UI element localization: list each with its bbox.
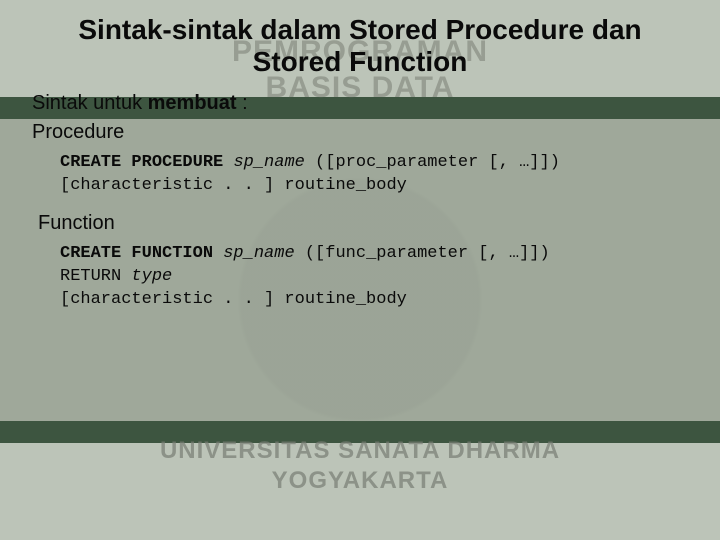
func-line3: [characteristic . . ] routine_body: [60, 290, 407, 309]
func-line2a: RETURN: [60, 267, 131, 286]
intro-suffix: :: [237, 92, 248, 114]
func-line2b: type: [131, 267, 172, 286]
proc-line2: [characteristic . . ] routine_body: [60, 176, 407, 195]
func-keyword: CREATE FUNCTION: [60, 244, 213, 263]
func-name: sp_name: [223, 244, 294, 263]
func-rest1: ([func_parameter [, …]]): [295, 244, 550, 263]
function-label: Function: [38, 212, 688, 235]
proc-name: sp_name: [233, 153, 304, 172]
slide-content: Sintak-sintak dalam Stored Procedure dan…: [0, 0, 720, 312]
proc-keyword: CREATE PROCEDURE: [60, 153, 223, 172]
slide-title: Sintak-sintak dalam Stored Procedure dan…: [32, 14, 688, 78]
function-code: CREATE FUNCTION sp_name ([func_parameter…: [60, 243, 688, 312]
proc-rest1: ([proc_parameter [, …]]): [305, 153, 560, 172]
intro-line: Sintak untuk membuat :: [32, 92, 688, 115]
watermark-bottom: UNIVERSITAS SANATA DHARMA YOGYAKARTA: [0, 436, 720, 496]
intro-bold: membuat: [148, 92, 237, 114]
procedure-label: Procedure: [32, 121, 688, 144]
procedure-code: CREATE PROCEDURE sp_name ([proc_paramete…: [60, 152, 688, 198]
watermark-bottom-line2: YOGYAKARTA: [0, 466, 720, 496]
watermark-bottom-line1: UNIVERSITAS SANATA DHARMA: [0, 436, 720, 466]
intro-prefix: Sintak untuk: [32, 92, 148, 114]
